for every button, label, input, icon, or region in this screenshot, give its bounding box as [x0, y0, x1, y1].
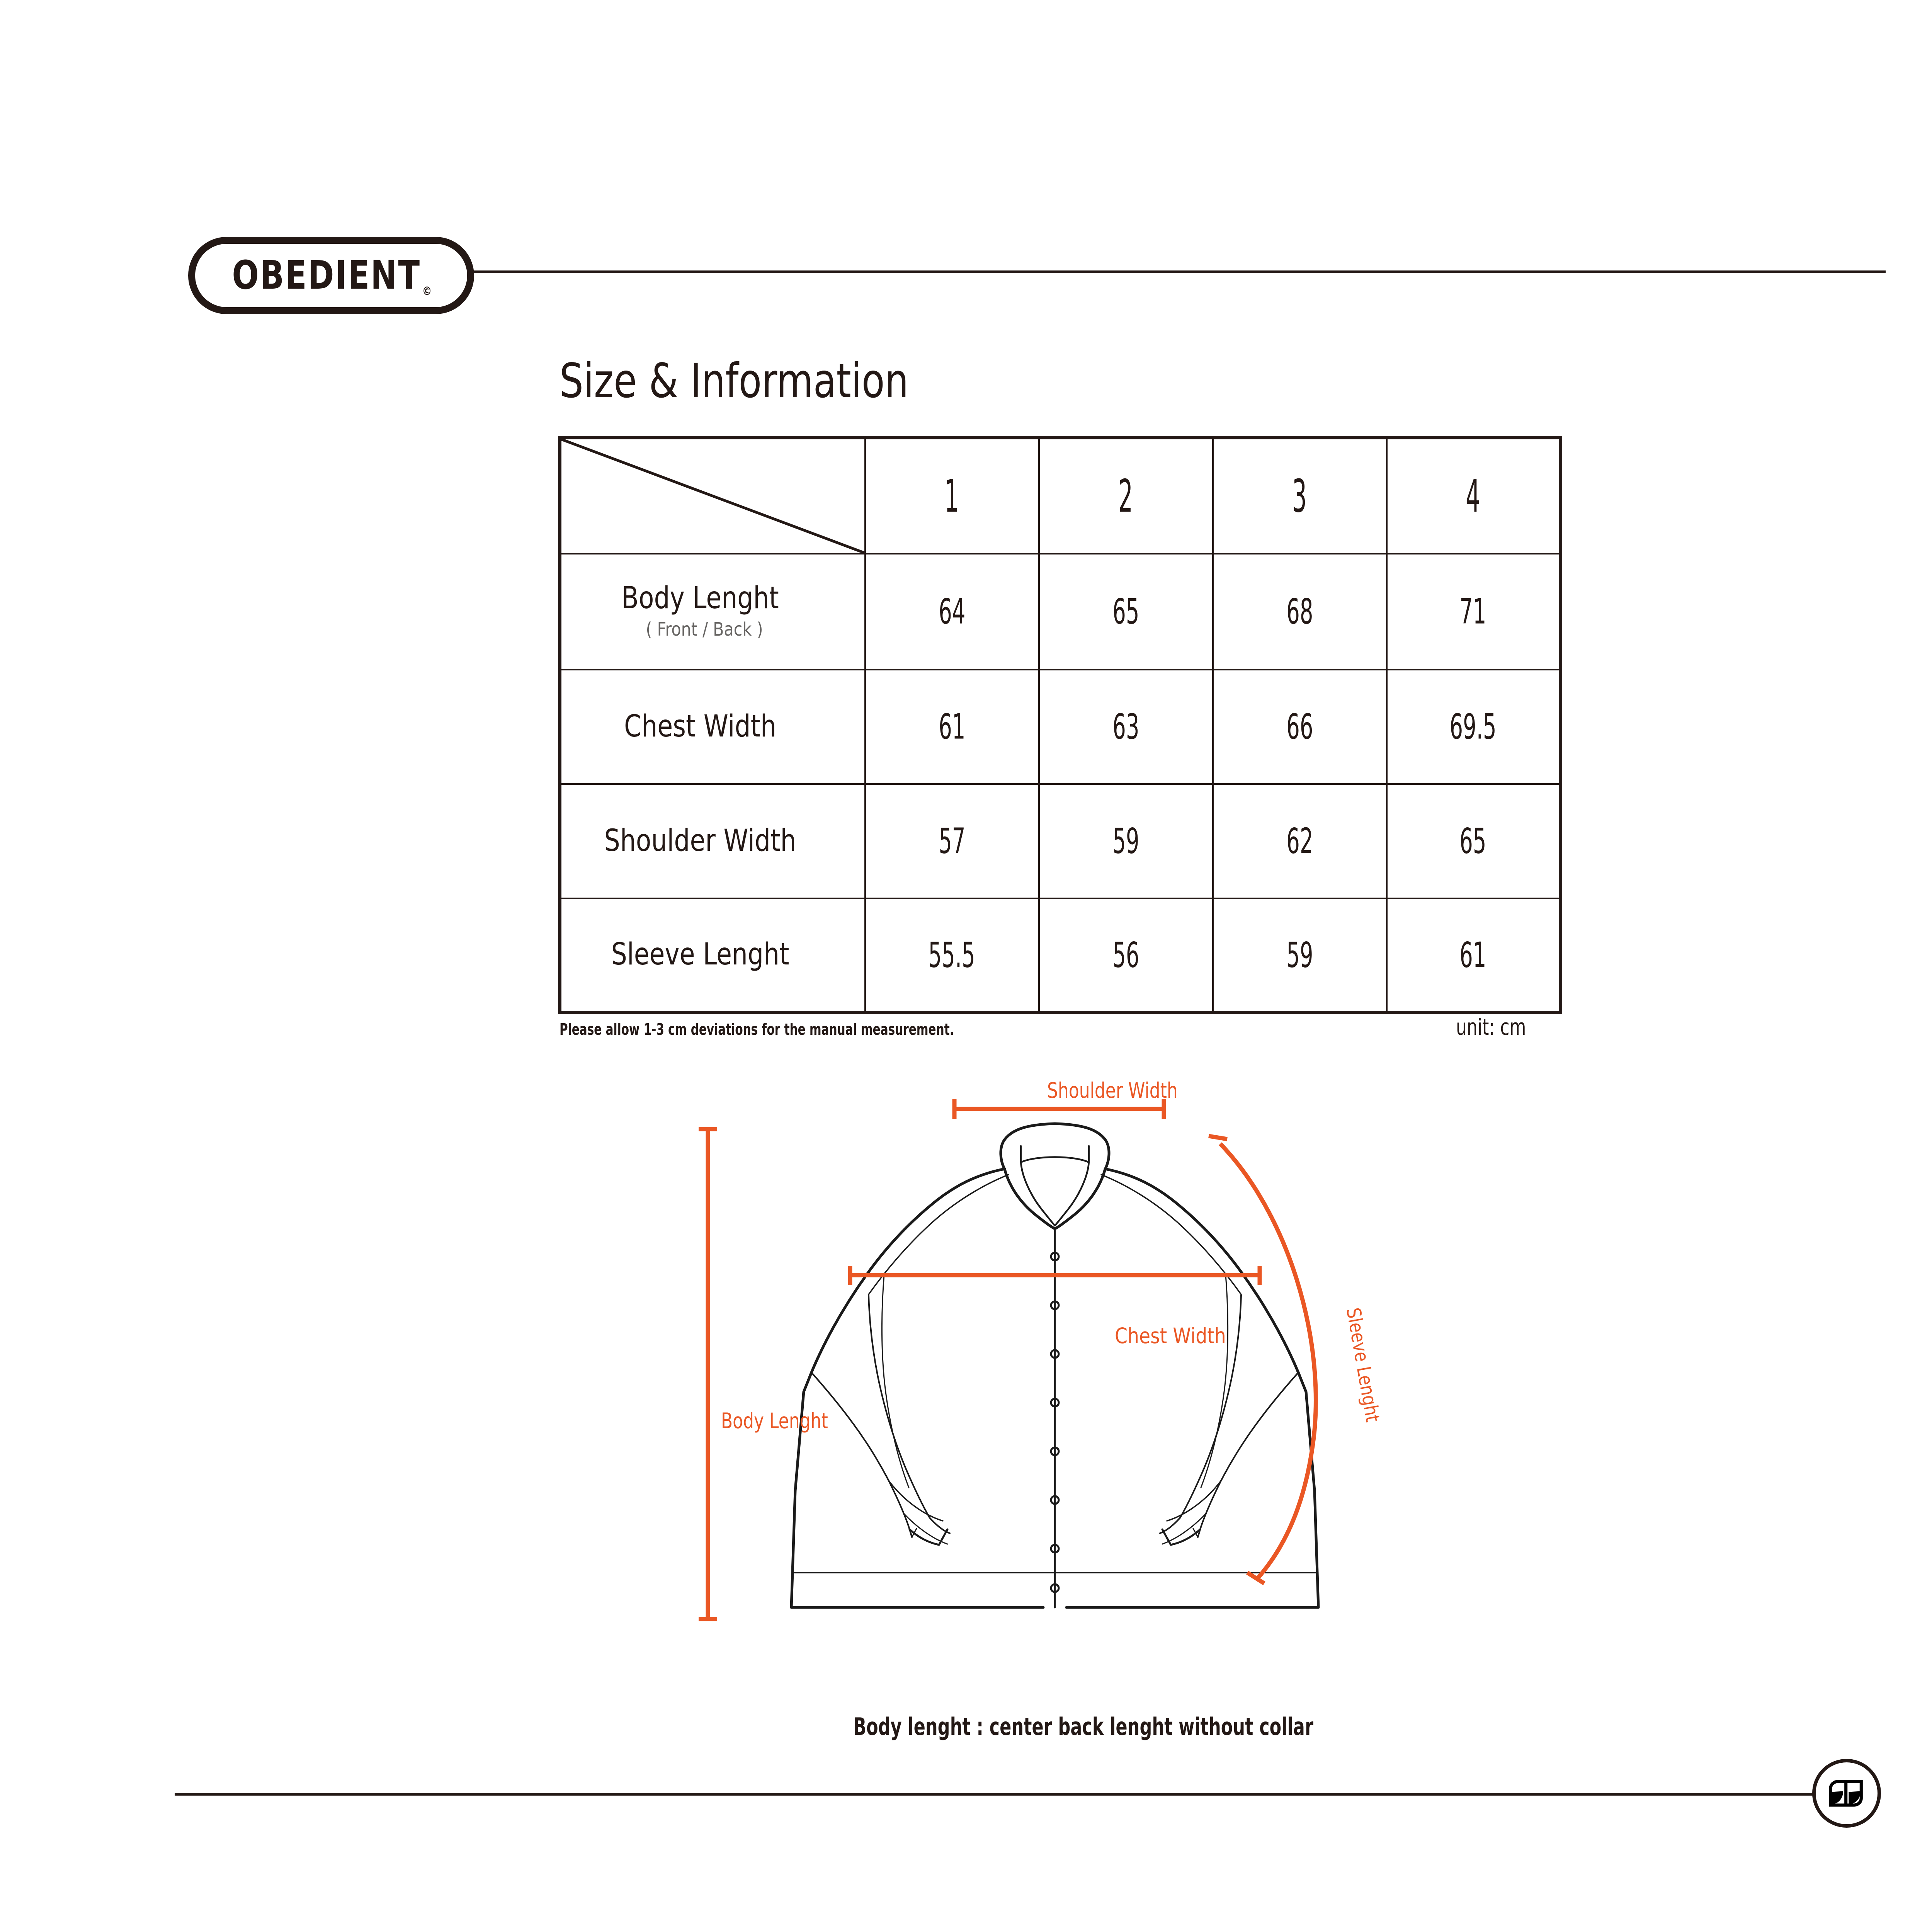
measurement-value: 57: [938, 821, 966, 861]
garment-diagram: [688, 1059, 1422, 1700]
obedient-monogram-icon: [1829, 1780, 1863, 1807]
sleeve-lenght-measure-arc: [1219, 1142, 1318, 1582]
table-row: Body Lenght ( Front / Back ) 64 65 68 71: [559, 553, 1561, 670]
size-column-label: 1: [944, 469, 960, 523]
measurement-cell: 62: [1212, 783, 1388, 899]
measurement-value: 56: [1112, 935, 1139, 975]
measurement-cell: 71: [1386, 553, 1561, 670]
measurement-cell: 65: [1386, 783, 1561, 899]
measurement-cell: 64: [864, 553, 1040, 670]
deviation-note: Please allow 1-3 cm deviations for the m…: [560, 1020, 954, 1039]
measurement-value: 61: [1459, 935, 1486, 975]
row-label: Shoulder Width: [604, 823, 796, 858]
footer-divider-rule: [175, 1793, 1832, 1796]
row-label: Sleeve Lenght: [611, 937, 789, 972]
table-header-row: 1 2 3 4: [559, 437, 1561, 554]
unit-note: unit: cm: [1456, 1014, 1526, 1040]
measurement-cell: 63: [1038, 668, 1214, 785]
table-row: Chest Width 61 63 66 69.5: [559, 668, 1561, 785]
chest-width-label: Chest Width: [1115, 1323, 1226, 1348]
measurement-cell: 55.5: [864, 897, 1040, 1014]
measurement-cell: 61: [1386, 897, 1561, 1014]
shoulder-width-label: Shoulder Width: [1047, 1078, 1178, 1103]
measurement-cell: 66: [1212, 668, 1388, 785]
measurement-value: 62: [1286, 821, 1313, 861]
row-label-cell: Shoulder Width: [559, 783, 866, 899]
row-sublabel: ( Front / Back ): [646, 619, 763, 641]
brand-logo-text: OBEDIENT ©: [232, 253, 432, 298]
measurement-value: 64: [938, 591, 966, 632]
measurement-cell: 59: [1038, 783, 1214, 899]
size-column-label: 2: [1118, 469, 1134, 523]
measurement-cell: 65: [1038, 553, 1214, 670]
measurement-value: 65: [1459, 821, 1486, 861]
measurement-cell: 61: [864, 668, 1040, 785]
measurement-cell: 56: [1038, 897, 1214, 1014]
page-title: Size & Information: [560, 354, 909, 408]
brand-logo: OBEDIENT ©: [188, 237, 474, 314]
measurement-value: 71: [1459, 591, 1486, 632]
row-label: Chest Width: [624, 709, 776, 744]
size-table-container: 1 2 3 4 Body Lenght ( Front / Back ) 64 …: [558, 436, 1562, 1014]
measurement-value: 63: [1112, 706, 1139, 747]
page-header: OBEDIENT ©: [0, 0, 1932, 348]
row-label: Body Lenght: [621, 580, 779, 616]
measurement-value: 66: [1286, 706, 1313, 747]
jacket-technical-drawing-icon: [699, 1099, 1320, 1621]
size-column-header: 1: [864, 437, 1040, 554]
body-lenght-label: Body Lenght: [721, 1408, 828, 1433]
size-column-header: 2: [1038, 437, 1214, 554]
measurement-cell: 59: [1212, 897, 1388, 1014]
diagram-caption: Body lenght : center back lenght without…: [853, 1713, 1313, 1741]
row-label-cell: Chest Width: [559, 668, 866, 785]
size-column-label: 4: [1465, 469, 1481, 523]
measurement-value: 59: [1112, 821, 1139, 861]
table-row: Sleeve Lenght 55.5 56 59 61: [559, 897, 1561, 1014]
measurement-cell: 68: [1212, 553, 1388, 670]
row-label-cell: Sleeve Lenght: [559, 897, 866, 1014]
size-column-header: 4: [1386, 437, 1561, 554]
row-label-cell: Body Lenght ( Front / Back ): [559, 553, 866, 670]
registered-mark-icon: ©: [422, 284, 432, 298]
size-column-header: 3: [1212, 437, 1388, 554]
button-icon: [1050, 1252, 1060, 1593]
size-table: 1 2 3 4 Body Lenght ( Front / Back ) 64 …: [558, 436, 1562, 1014]
measurement-value: 65: [1112, 591, 1139, 632]
table-row: Shoulder Width 57 59 62 65: [559, 783, 1561, 899]
diagonal-split-icon: [561, 439, 864, 553]
measurement-cell: 57: [864, 783, 1040, 899]
measurement-value: 68: [1286, 591, 1313, 632]
measurement-value: 59: [1286, 935, 1313, 975]
measurement-cell: 69.5: [1386, 668, 1561, 785]
footer-brand-badge: [1812, 1759, 1881, 1828]
table-corner-cell: [559, 437, 866, 554]
measurement-value: 69.5: [1449, 706, 1497, 747]
measurement-value: 55.5: [928, 935, 976, 975]
size-column-label: 3: [1292, 469, 1308, 523]
header-divider-rule: [456, 270, 1886, 273]
measurement-value: 61: [938, 706, 966, 747]
